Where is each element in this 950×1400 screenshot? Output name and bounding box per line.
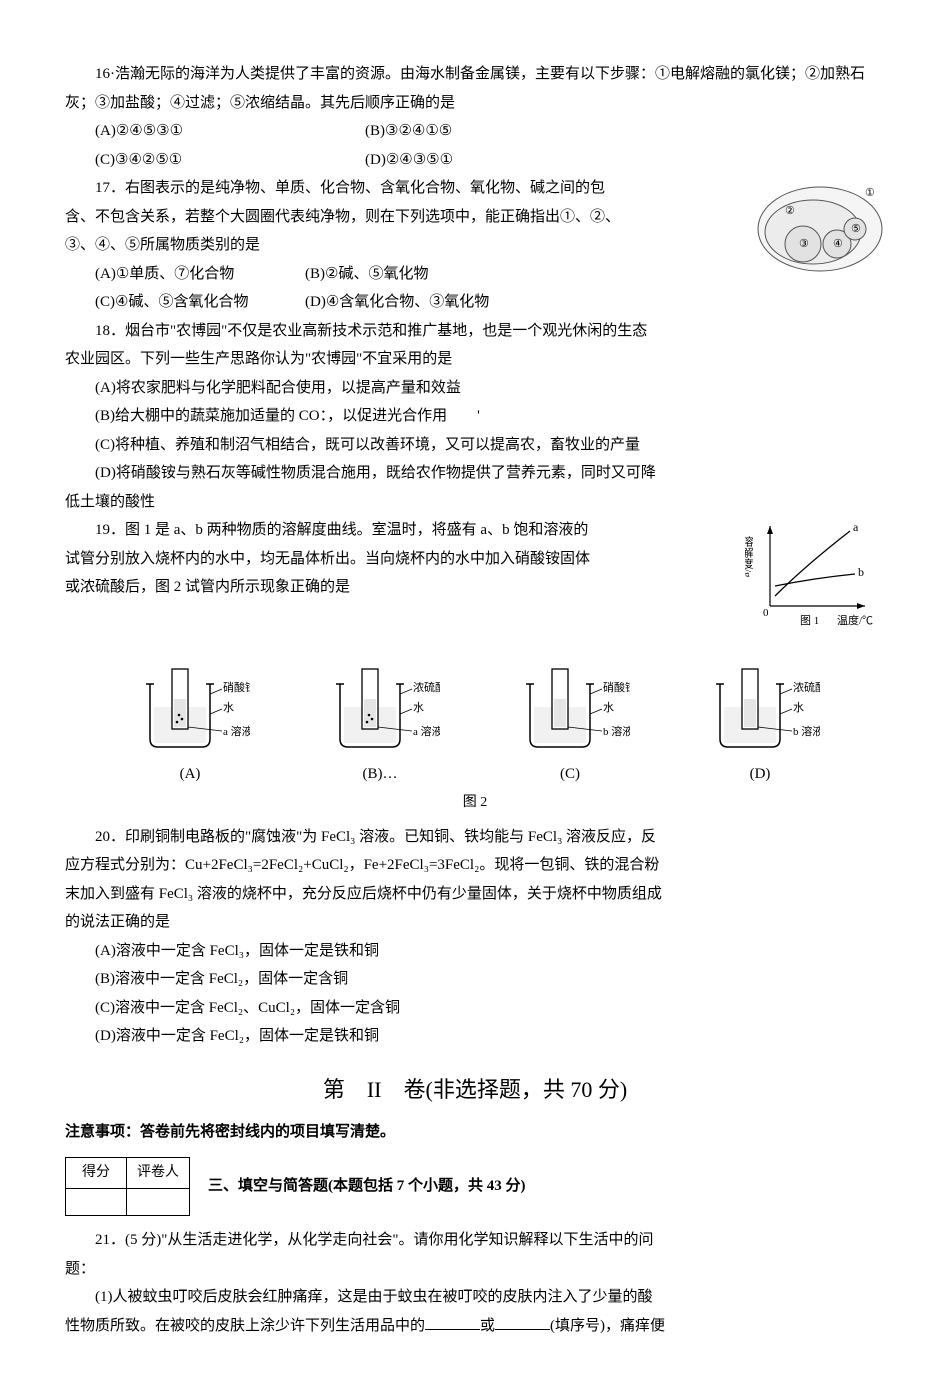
q21-sub1b-post: (填序号)，痛痒便 [550,1318,665,1334]
score-header-1: 得分 [66,1157,127,1189]
svg-text:浓硫酸: 浓硫酸 [793,680,820,694]
svg-text:b 溶液: b 溶液 [793,724,820,738]
q16-text: 16·浩瀚无际的海洋为人类提供了丰富的资源。由海水制备金属镁，主要有以下步骤：①… [65,60,885,117]
svg-text:溶解度/g: 溶解度/g [745,535,754,578]
svg-text:④: ④ [833,238,843,250]
q19-cap-d: (D) [685,760,835,789]
svg-text:浓硫酸: 浓硫酸 [413,680,440,694]
q19-beaker-a: 硝酸铵 水 a 溶液 [130,659,250,754]
q21-blank-2[interactable] [495,1314,550,1330]
q21-blank-1[interactable] [425,1314,480,1330]
q19-beaker-row: 硝酸铵 水 a 溶液 浓硫酸 水 a 溶液 [65,659,885,754]
q20-line3: 末加入到盛有 FeCl₃ 溶液的烧杯中，充分反应后烧杯中仍有少量固体，关于烧杯中… [65,880,885,909]
section-ii-instruction: 注意事项：答卷前先将密封线内的项目填写清楚。 [65,1118,885,1147]
q16-opt-c: (C)③④②⑤① [95,146,365,175]
svg-text:①: ① [865,187,875,199]
svg-text:b: b [858,565,864,579]
svg-text:水: 水 [223,701,234,714]
score-cell-2 [127,1189,190,1216]
q16-opt-b: (B)③②④①⑤ [365,117,635,146]
q21-sub1a: (1)人被蚊虫叮咬后皮肤会红肿痛痒，这是由于蚊虫在被叮咬的皮肤内注入了少量的酸 [65,1283,885,1312]
svg-text:b 溶液: b 溶液 [603,724,630,738]
q21-sub1b-pre: 性物质所致。在被咬的皮肤上涂少许下列生活用品中的 [65,1318,425,1334]
q20-opt-c: (C)溶液中一定含 FeCl₂、CuCl₂，固体一定含铜 [65,994,885,1023]
q21-line1: 21．(5 分)"从生活走进化学，从化学走向社会"。请你用化学知识解释以下生活中… [65,1226,885,1255]
score-cell-1 [66,1189,127,1216]
svg-text:a 溶液: a 溶液 [223,724,250,738]
q17-opt-a: (A)①单质、⑦化合物 [95,260,305,289]
q19-beaker-c: 硝酸铵 水 b 溶液 [510,659,630,754]
score-table: 得分 评卷人 [65,1157,190,1217]
sec2-prefix: 第 [323,1077,367,1102]
q20-line4: 的说法正确的是 [65,908,885,937]
svg-text:硝酸铵: 硝酸铵 [603,680,630,694]
score-header-2: 评卷人 [127,1157,190,1189]
q18-opt-c: (C)将种植、养殖和制沼气相结合，既可以改善环境，又可以提高农，畜牧业的产量 [65,431,885,460]
q19-cap-c: (C) [495,760,645,789]
q17-opt-c: (C)④碱、⑤含氧化合物 [95,288,305,317]
score-row: 得分 评卷人 三、填空与简答题(本题包括 7 个小题，共 43 分) [65,1157,885,1217]
q18-line1: 18．烟台市"农博园"不仅是农业高新技术示范和推广基地，也是一个观光休闲的生态 [65,317,885,346]
q21-sub1b: 性物质所致。在被咬的皮肤上涂少许下列生活用品中的 或 (填序号)，痛痒便 [65,1312,885,1341]
q16-opt-d: (D)②④③⑤① [365,146,635,175]
svg-text:②: ② [785,205,795,217]
q19-cap-a: (A) [115,760,265,789]
svg-text:a: a [853,520,859,534]
q18-opt-b: (B)给大棚中的蔬菜施加适量的 CO：，以促进光合作用 ' [65,402,885,431]
svg-text:图 1: 图 1 [800,614,819,627]
svg-text:0: 0 [763,607,769,619]
q19-beaker-d: 浓硫酸 水 b 溶液 [700,659,820,754]
q16-options-row2: (C)③④②⑤① (D)②④③⑤① [65,146,885,175]
svg-text:⑤: ⑤ [851,223,861,235]
q20-opt-d: (D)溶液中一定含 FeCl₂，固体一定是铁和铜 [65,1022,885,1051]
q19-fig2-label: 图 2 [65,790,885,817]
q17-venn-diagram: ① ② ③ ④ ⑤ [755,174,885,285]
q17-opt-b: (B)②碱、⑤氧化物 [305,260,575,289]
q18-line2: 农业园区。下列一些生产思路你认为"农博园"不宜采用的是 [65,345,885,374]
q21-sub1b-mid: 或 [480,1318,495,1334]
q20-opt-b: (B)溶液中一定含 FeCl₂，固体一定含铜 [65,965,885,994]
q17-opt-d: (D)④含氧化合物、③氧化物 [305,288,575,317]
part3-title: 三、填空与简答题(本题包括 7 个小题，共 43 分) [208,1172,526,1201]
svg-text:a 溶液: a 溶液 [413,724,440,738]
svg-text:③: ③ [799,238,809,250]
q18-opt-d2: 低土壤的酸性 [65,488,885,517]
sec2-roman: II [367,1077,382,1102]
q16-options-row1: (A)②④⑤③① (B)③②④①⑤ [65,117,885,146]
q17-options-row1: (A)①单质、⑦化合物 (B)②碱、⑤氧化物 [65,260,745,289]
q20-line1: 20．印刷铜制电路板的"腐蚀液"为 FeCl₃ 溶液。已知铜、铁均能与 FeCl… [65,823,885,852]
q20-opt-a: (A)溶液中一定含 FeCl₃，固体一定是铁和铜 [65,937,885,966]
q19-caption-row: (A) (B)… (C) (D) [65,760,885,789]
q16-opt-a: (A)②④⑤③① [95,117,365,146]
q19-cap-b: (B)… [305,760,455,789]
q18-opt-d1: (D)将硝酸铵与熟石灰等碱性物质混合施用，既给农作物提供了营养元素，同时又可降 [65,459,885,488]
section-ii-title: 第 II 卷(非选择题，共 70 分) [65,1069,885,1111]
svg-text:水: 水 [413,701,424,714]
q17-options-row2: (C)④碱、⑤含氧化合物 (D)④含氧化合物、③氧化物 [65,288,745,317]
q19-solubility-graph: 溶解度/g 0 a b 图 1 温度/℃ [745,516,885,647]
svg-text:水: 水 [793,701,804,714]
svg-text:硝酸铵: 硝酸铵 [223,680,250,694]
q19-beaker-b: 浓硫酸 水 a 溶液 [320,659,440,754]
sec2-suffix: 卷(非选择题，共 70 分) [382,1077,628,1102]
q21-line2: 题： [65,1255,885,1284]
svg-text:温度/℃: 温度/℃ [837,613,873,627]
q20-line2: 应方程式分别为：Cu+2FeCl₃=2FeCl₂+CuCl₂，Fe+2FeCl₃… [65,851,885,880]
svg-text:水: 水 [603,701,614,714]
q18-opt-a: (A)将农家肥料与化学肥料配合使用，以提高产量和效益 [65,374,885,403]
